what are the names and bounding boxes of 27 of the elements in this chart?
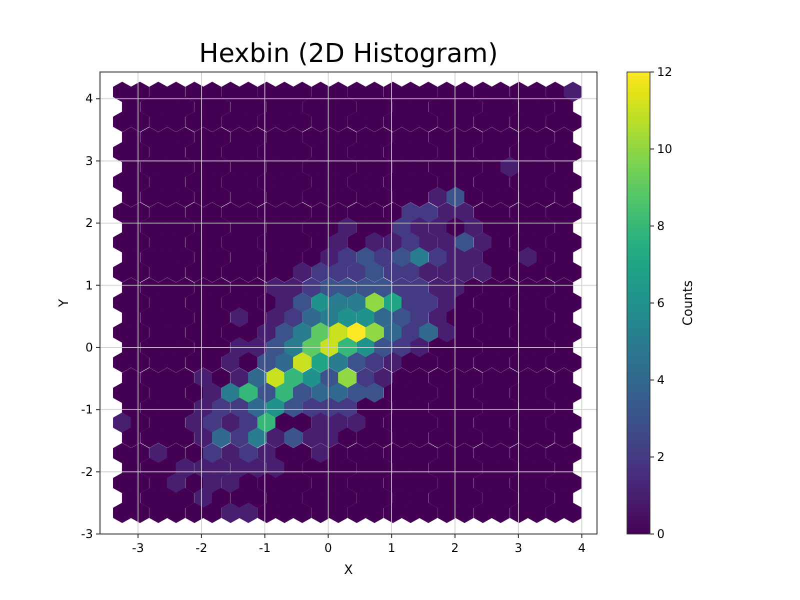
color-bar-label: 10 xyxy=(657,142,672,156)
y-axis-title: Y xyxy=(57,298,72,308)
x-tick-label: 4 xyxy=(578,541,586,555)
x-tick-label: -1 xyxy=(258,541,271,555)
y-tick-label: -3 xyxy=(81,527,93,541)
x-tick-label: 2 xyxy=(451,541,459,555)
color-bar-label: 0 xyxy=(657,527,665,541)
chart-title: Hexbin (2D Histogram) xyxy=(199,39,498,69)
y-tick-label: 2 xyxy=(85,216,93,230)
x-tick-label: -2 xyxy=(195,541,208,555)
color-bar-label: 2 xyxy=(657,450,665,464)
color-bar-label: 8 xyxy=(657,219,665,233)
y-tick-label: 1 xyxy=(85,278,93,292)
y-tick-label: 0 xyxy=(85,340,93,354)
x-tick-label: 1 xyxy=(388,541,396,555)
y-tick-label: -1 xyxy=(81,402,93,417)
color-bar-label: 6 xyxy=(657,296,665,310)
x-tick-label: 3 xyxy=(514,541,522,555)
color-bar-title: Counts xyxy=(681,280,696,326)
x-tick-label: -3 xyxy=(132,541,144,555)
y-tick-label: -2 xyxy=(81,464,93,479)
color-bar-label: 4 xyxy=(657,373,665,387)
color-bar-label: 12 xyxy=(657,65,672,79)
x-axis-title: X xyxy=(344,563,354,578)
y-tick-label: 4 xyxy=(85,92,93,106)
x-tick-label: 0 xyxy=(324,541,332,555)
y-tick-label: 3 xyxy=(85,154,93,168)
